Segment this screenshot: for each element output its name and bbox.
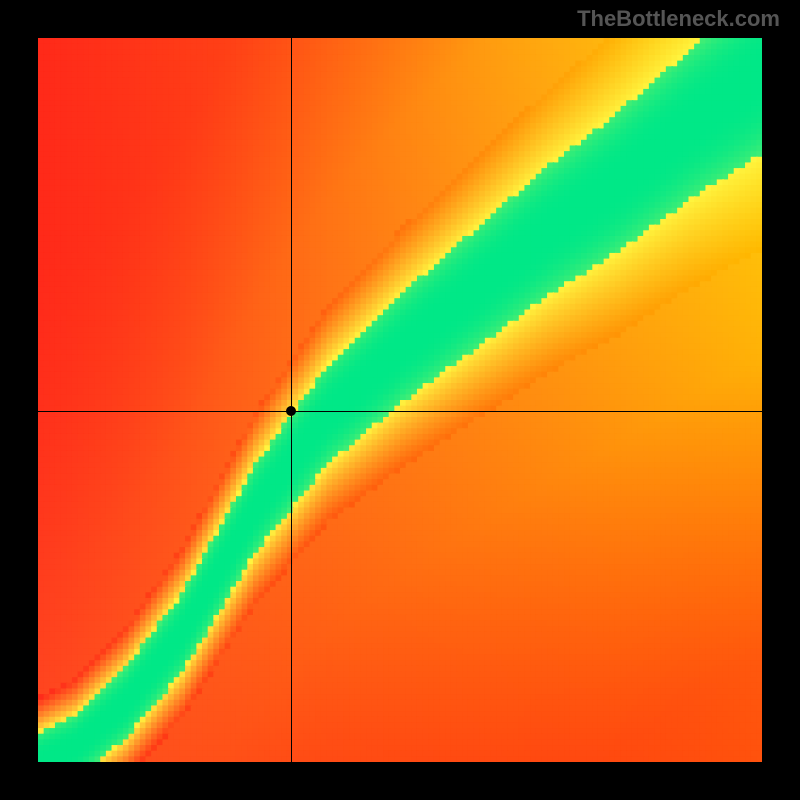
- heatmap-canvas: [38, 38, 762, 762]
- crosshair-vertical: [291, 38, 292, 762]
- plot-area: [38, 38, 762, 762]
- watermark-text: TheBottleneck.com: [577, 6, 780, 32]
- crosshair-marker: [286, 406, 296, 416]
- crosshair-horizontal: [38, 411, 762, 412]
- chart-container: TheBottleneck.com: [0, 0, 800, 800]
